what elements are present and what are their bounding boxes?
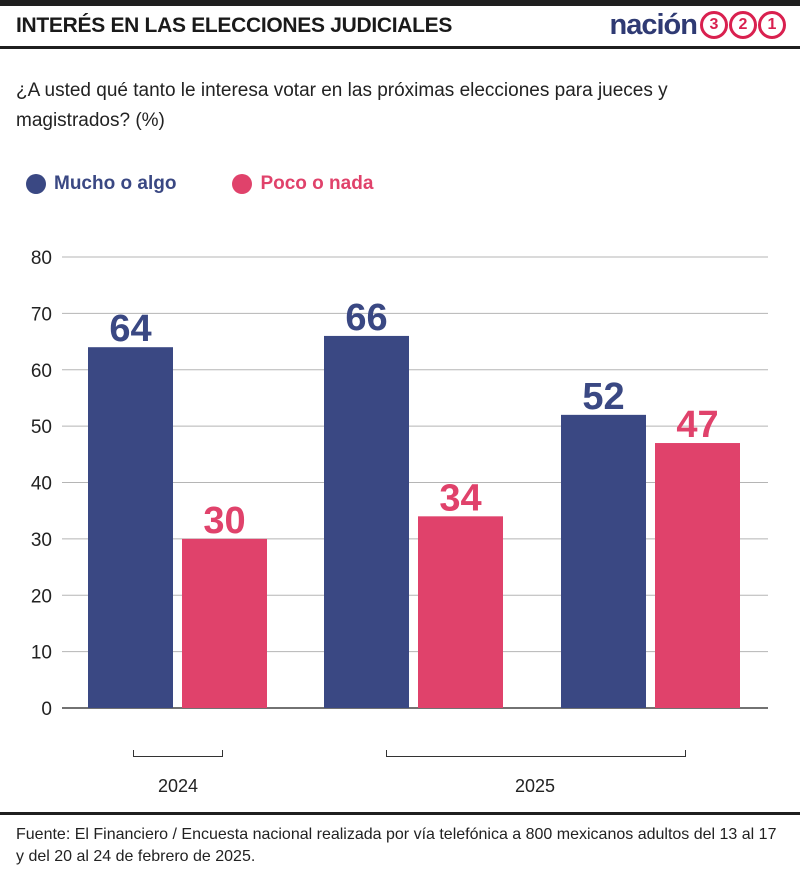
- brand-wordmark: nación: [609, 8, 698, 41]
- bar-dic-series-2: [182, 538, 267, 708]
- brand-digit-3: 3: [700, 11, 728, 39]
- legend-label-series-1: Mucho o algo: [54, 173, 177, 194]
- year-bracket-2024: [133, 750, 223, 757]
- brand-digit-1: 1: [758, 11, 786, 39]
- bar-feb-series-2: [655, 443, 740, 708]
- y-tick-label-50: 50: [31, 417, 52, 438]
- top-rule: [0, 0, 800, 6]
- year-label-2025: 2025: [514, 776, 556, 796]
- year-label-2024: 2024: [157, 776, 199, 796]
- data-label-ene-series-2: 34: [439, 477, 481, 519]
- y-tick-label-80: 80: [31, 248, 52, 269]
- bar-dic-series-1: [88, 347, 173, 708]
- y-tick-label-60: 60: [31, 361, 52, 382]
- year-bracket-2025: [386, 750, 686, 757]
- data-label-ene-series-1: 66: [345, 297, 387, 339]
- legend-item-series-2: Poco o nada: [232, 173, 373, 195]
- brand-logo: nación 3 2 1: [610, 8, 786, 42]
- bar-ene-series-2: [418, 516, 503, 708]
- brand-digit-2: 2: [729, 11, 757, 39]
- survey-question: ¿A usted qué tanto le interesa votar en …: [16, 80, 668, 131]
- bar-feb-series-1: [561, 414, 646, 708]
- legend-swatch-series-2: [232, 174, 253, 194]
- chart-legend: Mucho o algo Poco o nada: [26, 173, 429, 195]
- bar-chart: 010203040506070806430DIC6634ENE5247FEB: [31, 248, 768, 715]
- y-tick-label-0: 0: [41, 699, 52, 715]
- y-tick-label-40: 40: [31, 474, 52, 495]
- bar-ene-series-1: [324, 335, 409, 708]
- data-label-dic-series-2: 30: [203, 500, 245, 542]
- data-label-feb-series-2: 47: [676, 404, 718, 446]
- y-tick-label-20: 20: [31, 586, 52, 607]
- page-title: INTERÉS EN LAS ELECCIONES JUDICIALES: [16, 14, 453, 37]
- y-tick-label-70: 70: [31, 304, 52, 325]
- y-tick-label-10: 10: [31, 643, 52, 664]
- header-rule: [0, 46, 800, 49]
- data-label-feb-series-1: 52: [582, 376, 624, 418]
- data-label-dic-series-1: 64: [109, 308, 151, 350]
- source-note: Fuente: El Financiero / Encuesta naciona…: [16, 826, 777, 865]
- footer-rule: [0, 812, 800, 815]
- y-tick-label-30: 30: [31, 530, 52, 551]
- legend-swatch-series-1: [26, 174, 46, 194]
- legend-item-series-1: Mucho o algo: [26, 173, 176, 195]
- legend-label-series-2: Poco o nada: [260, 173, 374, 194]
